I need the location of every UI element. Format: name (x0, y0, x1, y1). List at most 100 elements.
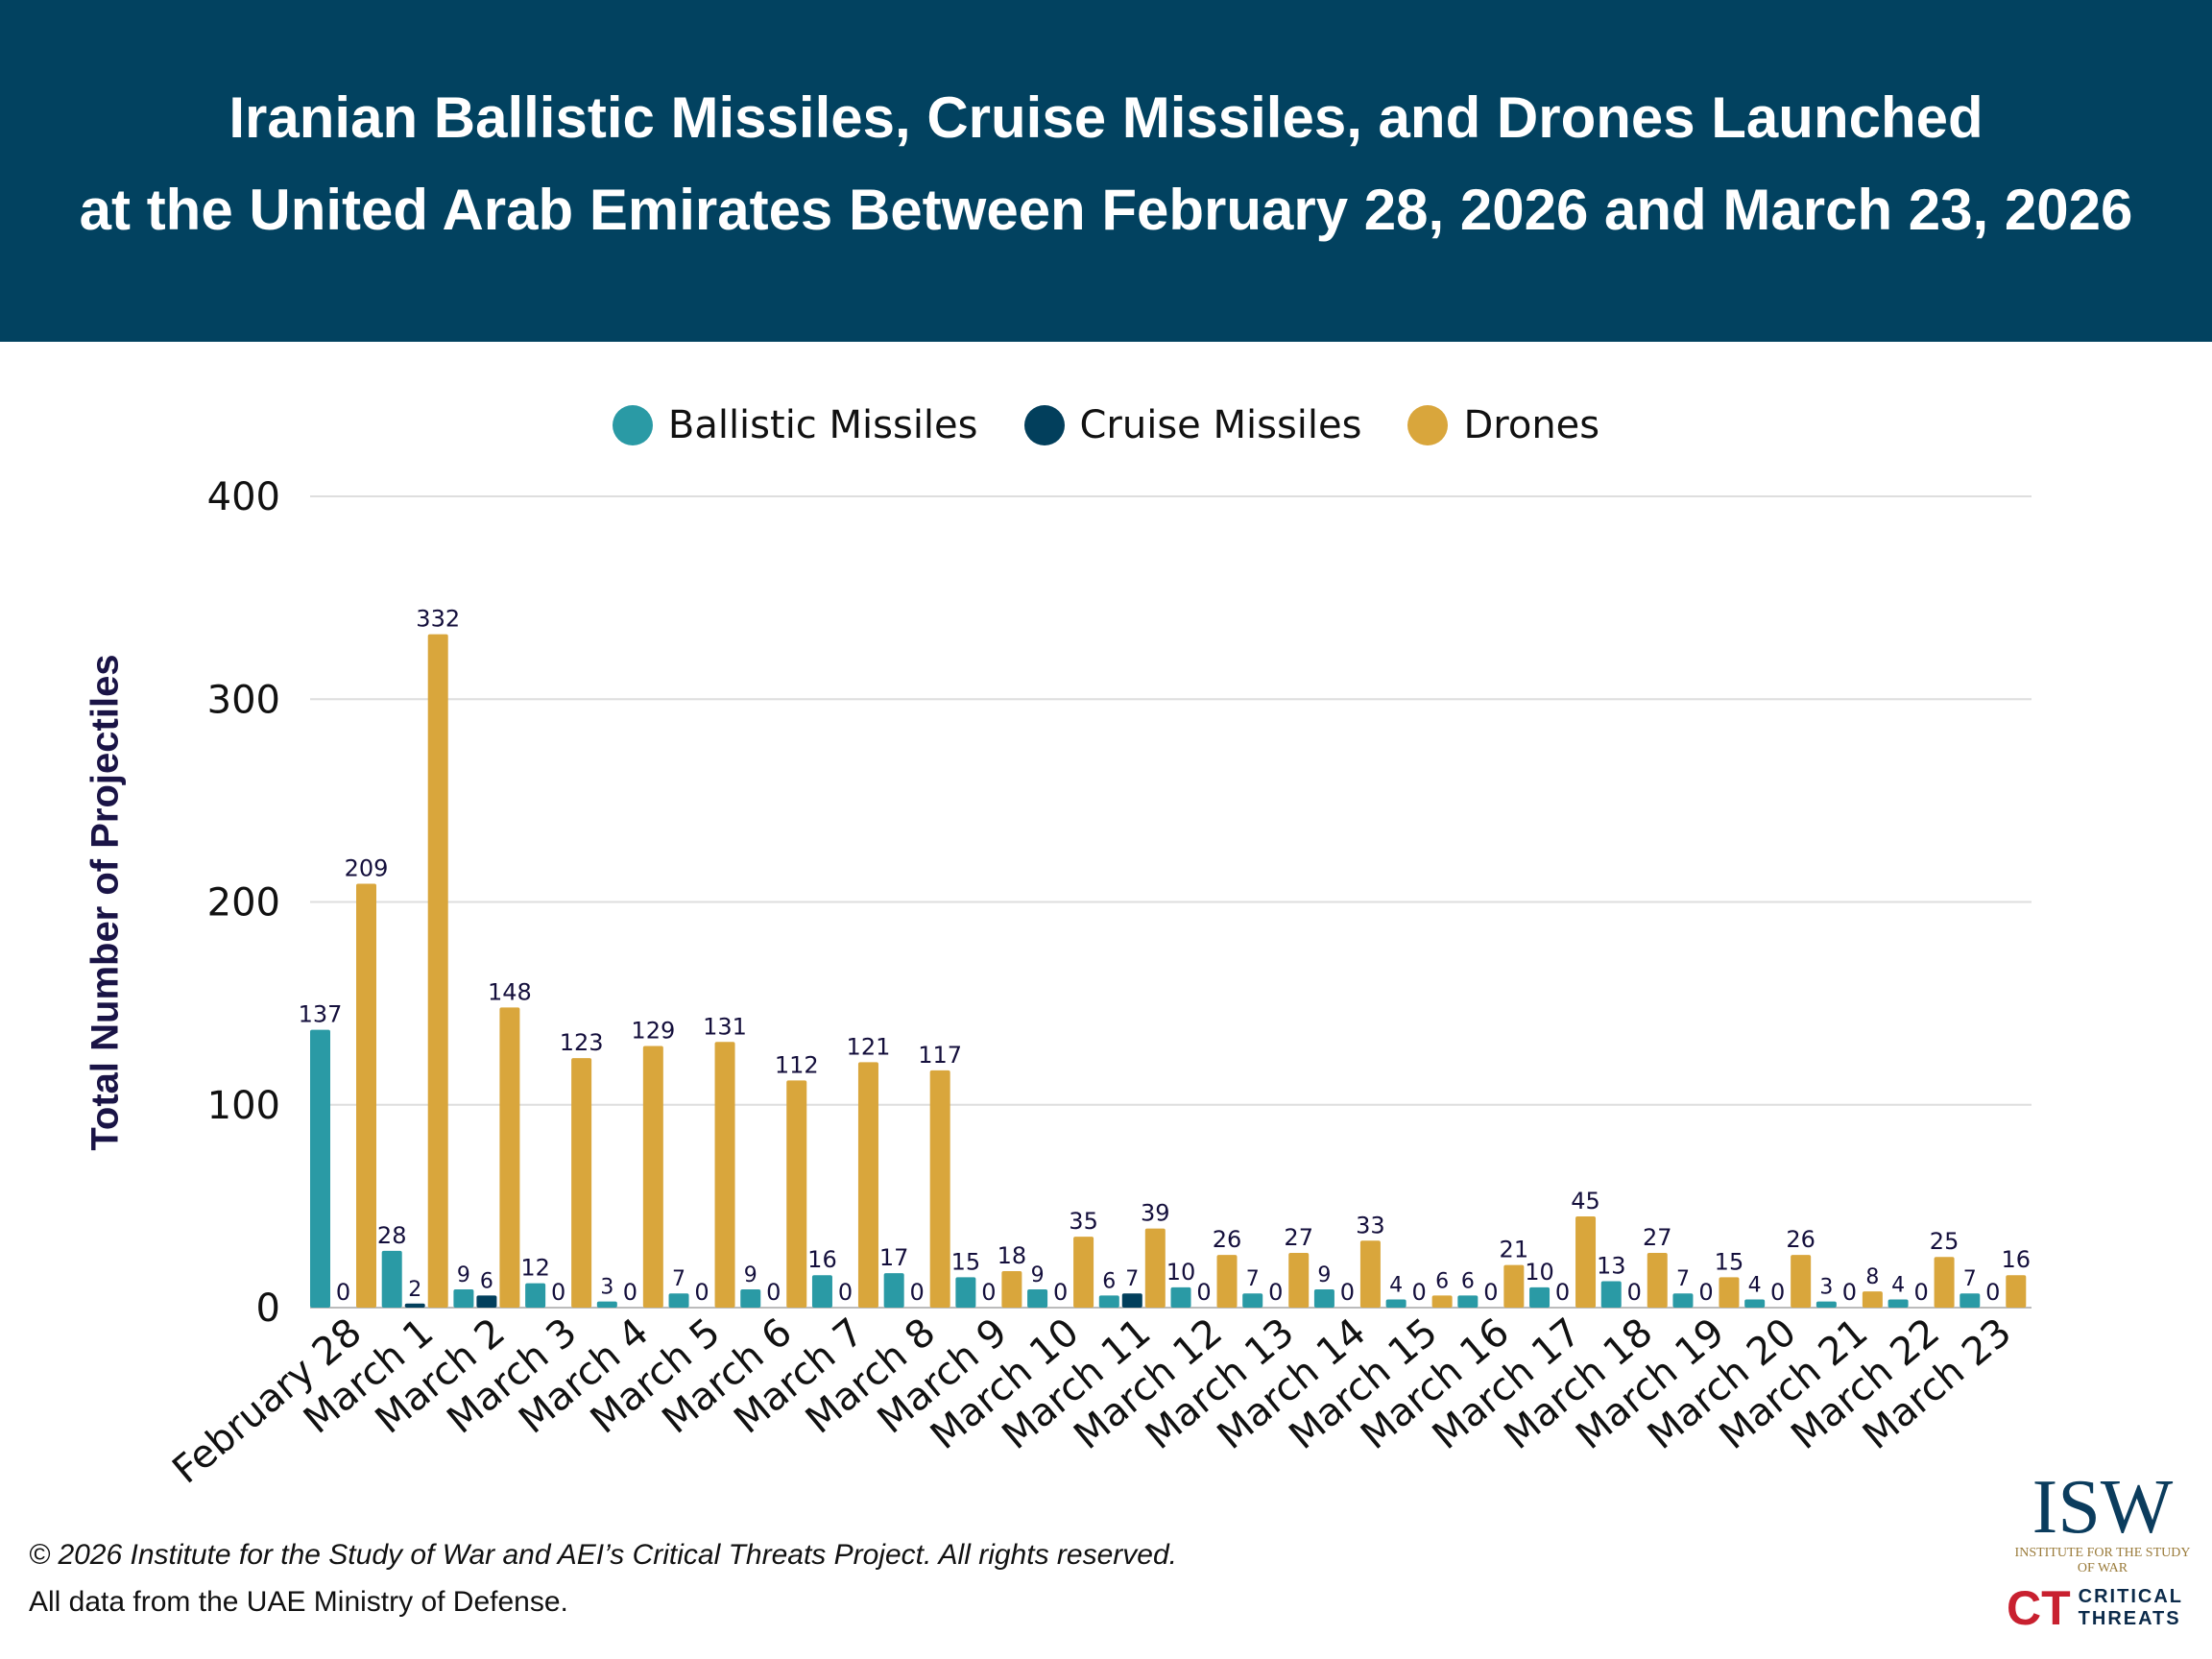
data-label: 0 (1627, 1279, 1642, 1306)
data-label: 0 (1196, 1279, 1211, 1306)
data-label: 129 (631, 1017, 675, 1044)
data-label: 137 (299, 1001, 343, 1028)
bar-ballistic-missiles (1960, 1293, 1981, 1308)
data-label: 0 (551, 1279, 565, 1306)
data-label: 7 (1246, 1267, 1260, 1291)
bar-cruise-missiles (404, 1303, 425, 1308)
bar-ballistic-missiles (955, 1277, 976, 1308)
legend-swatch-ballistic (612, 405, 653, 445)
data-label: 7 (1963, 1267, 1977, 1291)
legend-swatch-drones (1407, 405, 1449, 445)
bar-drones (1503, 1264, 1525, 1308)
data-label: 35 (1069, 1208, 1098, 1235)
bar-drones (1862, 1291, 1883, 1308)
data-label: 332 (416, 606, 460, 633)
bar-drones (1073, 1237, 1094, 1308)
data-label: 3 (600, 1276, 613, 1300)
data-label: 112 (775, 1051, 819, 1078)
bar-ballistic-missiles (1385, 1299, 1407, 1308)
data-label: 123 (560, 1029, 604, 1056)
bar-drones (1431, 1295, 1453, 1308)
data-label: 0 (1985, 1279, 2000, 1306)
data-label: 0 (1483, 1279, 1498, 1306)
data-label: 9 (744, 1263, 757, 1287)
data-label: 10 (1166, 1259, 1196, 1286)
header-banner: Iranian Ballistic Missiles, Cruise Missi… (0, 0, 2212, 342)
bar-drones (642, 1046, 663, 1308)
data-label: 10 (1525, 1259, 1554, 1286)
bar-drones (1791, 1255, 1812, 1308)
data-label: 45 (1571, 1188, 1600, 1214)
bar-drones (1288, 1252, 1310, 1308)
bar-ballistic-missiles (668, 1293, 689, 1308)
bar-ballistic-missiles (1098, 1295, 1119, 1308)
legend: Ballistic Missiles Cruise Missiles Drone… (0, 398, 2212, 452)
data-label: 117 (918, 1042, 962, 1069)
bar-ballistic-missiles (740, 1288, 761, 1308)
data-label: 7 (1125, 1267, 1139, 1291)
bar-drones (427, 634, 448, 1308)
data-label: 15 (1715, 1248, 1744, 1275)
data-label: 6 (1461, 1269, 1475, 1293)
bar-ballistic-missiles (883, 1273, 904, 1308)
legend-item-drones: Drones (1407, 403, 1599, 447)
data-label: 121 (847, 1033, 891, 1060)
bar-ballistic-missiles (1457, 1295, 1479, 1308)
bar-drones (1001, 1270, 1022, 1308)
y-tick-label: 0 (256, 1286, 280, 1331)
bar-drones (1359, 1240, 1381, 1308)
data-label: 148 (488, 978, 532, 1005)
y-tick-label: 400 (207, 475, 280, 519)
legend-item-cruise: Cruise Missiles (1023, 403, 1361, 447)
data-label: 33 (1356, 1212, 1385, 1238)
ct-logo-text: CRITICAL THREATS (2078, 1586, 2183, 1629)
bar-ballistic-missiles (1027, 1288, 1048, 1308)
data-label: 0 (336, 1279, 350, 1306)
data-label: 6 (480, 1269, 493, 1293)
data-label: 0 (1555, 1279, 1570, 1306)
data-label: 12 (520, 1255, 550, 1282)
data-label: 0 (1698, 1279, 1713, 1306)
y-tick-label: 300 (207, 678, 280, 722)
bar-drones (1144, 1228, 1166, 1308)
bar-ballistic-missiles (1600, 1281, 1622, 1308)
data-label: 0 (910, 1279, 925, 1306)
legend-swatch-cruise (1023, 405, 1065, 445)
data-label: 16 (807, 1246, 837, 1273)
bar-drones (786, 1080, 807, 1308)
bar-ballistic-missiles (1170, 1286, 1191, 1308)
bar-ballistic-missiles (1887, 1299, 1909, 1308)
data-label: 0 (1913, 1279, 1928, 1306)
data-label: 6 (1102, 1269, 1116, 1293)
bar-drones (571, 1058, 592, 1308)
data-label: 2 (408, 1278, 421, 1302)
data-label: 209 (345, 854, 389, 881)
bar-drones (929, 1070, 950, 1308)
bar-drones (1575, 1215, 1597, 1308)
data-label: 0 (1842, 1279, 1857, 1306)
data-label: 0 (623, 1279, 637, 1306)
bar-ballistic-missiles (1672, 1293, 1694, 1308)
data-label: 0 (1770, 1279, 1785, 1306)
data-label: 0 (694, 1279, 709, 1306)
data-label: 15 (951, 1248, 981, 1275)
bar-ballistic-missiles (1815, 1301, 1837, 1308)
bar-ballistic-missiles (1744, 1299, 1766, 1308)
bar-ballistic-missiles (1529, 1286, 1551, 1308)
critical-threats-logo: CT CRITICAL THREATS (2007, 1580, 2184, 1636)
data-label: 4 (1891, 1274, 1905, 1298)
data-label: 8 (1865, 1265, 1879, 1289)
chart-title-line-1: Iranian Ballistic Missiles, Cruise Missi… (228, 85, 1984, 150)
data-label: 0 (766, 1279, 781, 1306)
isw-logo: ISW INSTITUTE FOR THE STUDY OF WAR (2007, 1469, 2199, 1576)
data-label: 131 (703, 1013, 747, 1040)
data-label: 21 (1500, 1237, 1529, 1263)
bar-ballistic-missiles (381, 1250, 402, 1308)
bar-drones (857, 1062, 878, 1308)
data-label: 7 (1676, 1267, 1690, 1291)
data-label: 17 (879, 1244, 909, 1271)
copyright-text: © 2026 Institute for the Study of War an… (29, 1539, 1177, 1571)
legend-label-ballistic: Ballistic Missiles (667, 403, 978, 447)
bar-ballistic-missiles (1242, 1293, 1263, 1308)
